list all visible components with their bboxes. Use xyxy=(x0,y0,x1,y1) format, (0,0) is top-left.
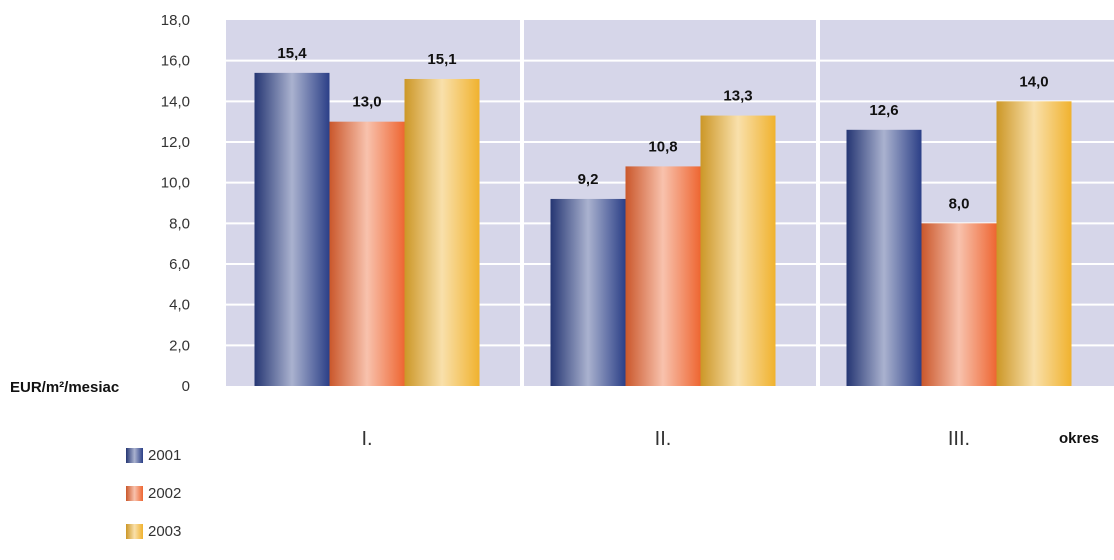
category-label: II. xyxy=(655,428,672,450)
legend: 2001 2002 2003 xyxy=(126,446,181,560)
y-axis-title: EUR/m²/mesiac xyxy=(10,379,119,396)
y-axis-ticks: 0 2,0 4,0 6,0 8,0 10,0 12,0 14,0 16,0 18,0 xyxy=(161,12,190,395)
y-tick-label: 6,0 xyxy=(169,256,190,273)
legend-label: 2002 xyxy=(148,484,182,502)
value-label: 8,0 xyxy=(949,195,970,212)
value-label: 9,2 xyxy=(578,171,599,188)
y-tick-label: 12,0 xyxy=(161,134,190,151)
bar-2003-3 xyxy=(996,101,1072,386)
value-label: 14,0 xyxy=(1019,73,1048,90)
legend-item: 2003 xyxy=(126,522,181,540)
legend-item: 2001 xyxy=(126,446,181,464)
legend-item: 2002 xyxy=(126,484,181,502)
y-tick-label: 10,0 xyxy=(161,175,190,192)
legend-label: 2003 xyxy=(148,522,182,540)
y-tick-label: 0 xyxy=(182,378,190,395)
bars xyxy=(254,72,1072,387)
legend-swatch xyxy=(126,523,143,539)
bar-chart: 0 2,0 4,0 6,0 8,0 10,0 12,0 14,0 16,0 18,0 15,4 13… xyxy=(10,12,1114,450)
bar-2002-2 xyxy=(625,166,701,386)
y-tick-label: 18,0 xyxy=(161,12,190,29)
value-label: 15,1 xyxy=(427,51,456,68)
y-tick-label: 2,0 xyxy=(169,337,190,354)
category-label: III. xyxy=(948,428,970,450)
legend-swatch xyxy=(126,447,143,463)
value-label: 13,3 xyxy=(723,88,752,105)
category-label: I. xyxy=(361,428,372,450)
value-label: 13,0 xyxy=(352,94,381,111)
x-axis-title: okres xyxy=(1059,430,1099,447)
bar-2001-2 xyxy=(550,198,626,386)
value-label: 12,6 xyxy=(869,102,898,119)
category-labels: I. II. III. xyxy=(361,428,970,450)
bar-2001-1 xyxy=(254,72,330,386)
value-label: 10,8 xyxy=(648,138,677,155)
value-labels: 15,4 13,0 15,1 9,2 10,8 13,3 12,6 8,0 14,0 xyxy=(277,45,1048,212)
y-tick-label: 16,0 xyxy=(161,53,190,70)
y-tick-label: 8,0 xyxy=(169,215,190,232)
legend-label: 2001 xyxy=(148,446,182,464)
y-tick-label: 4,0 xyxy=(169,297,190,314)
bar-2003-2 xyxy=(700,115,776,387)
bar-2001-3 xyxy=(846,129,922,387)
bar-2003-1 xyxy=(404,78,480,386)
y-tick-label: 14,0 xyxy=(161,93,190,110)
value-label: 15,4 xyxy=(277,45,307,62)
legend-swatch xyxy=(126,485,143,501)
bar-2002-3 xyxy=(921,223,997,386)
bar-2002-1 xyxy=(329,121,405,387)
